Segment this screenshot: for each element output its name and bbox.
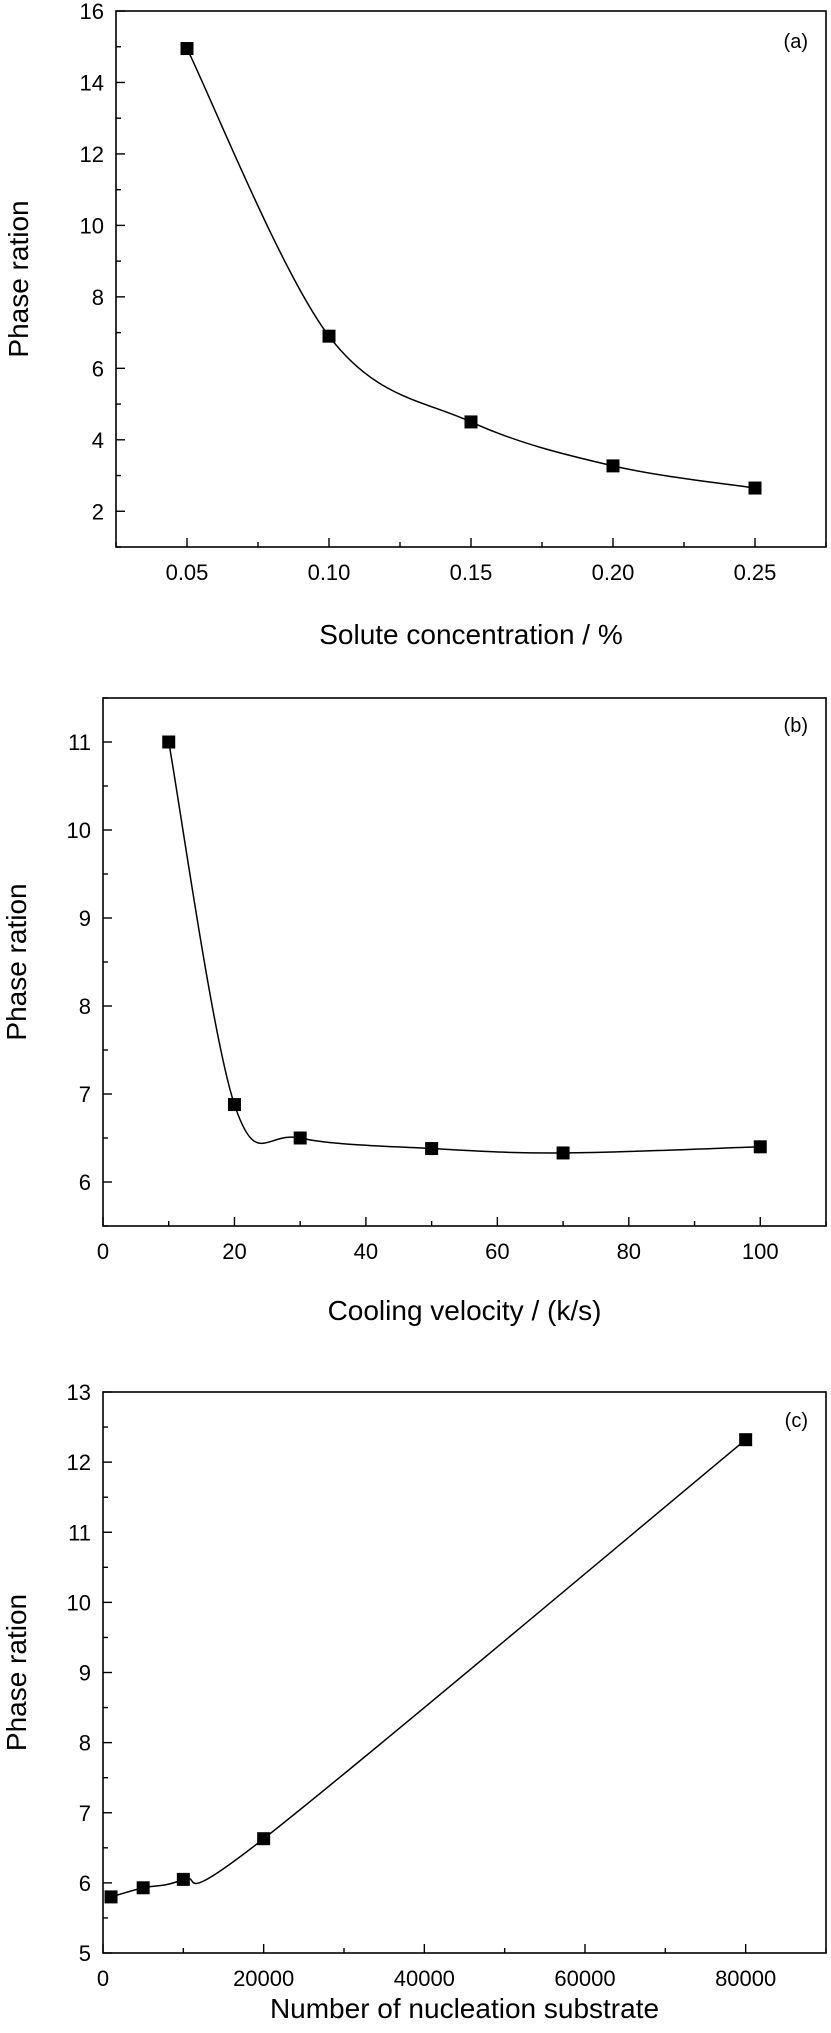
x-tick-label: 80 — [617, 1239, 641, 1264]
y-tick-label: 14 — [80, 70, 104, 95]
data-point — [556, 1146, 570, 1160]
x-tick-label: 100 — [742, 1239, 779, 1264]
y-tick-label: 7 — [79, 1801, 91, 1826]
y-axis-title: Phase ration — [1, 883, 32, 1040]
data-point — [748, 481, 762, 495]
x-tick-label: 0.25 — [734, 560, 777, 585]
chart-panel-3: 0 20000 40000 60000 80000 5 6 7 8 9 10 11 12 13 Number… — [1, 1380, 827, 2024]
y-tick-label: 10 — [67, 1590, 91, 1615]
y-tick-label: 8 — [79, 1731, 91, 1756]
panel-tag: (c) — [785, 1410, 808, 1432]
y-tick-label: 10 — [80, 213, 104, 238]
y-tick-label: 9 — [79, 1661, 91, 1686]
x-tick-label: 40 — [354, 1239, 378, 1264]
x-axis-title: Number of nucleation substrate — [270, 1993, 659, 2024]
y-tick-label: 6 — [79, 1170, 91, 1195]
data-point — [227, 1098, 241, 1112]
y-tick-label: 12 — [80, 142, 104, 167]
x-axis-title: Solute concentration / % — [319, 619, 623, 650]
chart-panel-2: 0 20 40 60 80 100 6 7 8 9 10 11 Cooling velocity / (… — [1, 697, 827, 1326]
data-point — [464, 415, 478, 429]
y-tick-label: 10 — [67, 818, 91, 843]
plot-frame — [102, 1391, 827, 1954]
x-axis-title: Cooling velocity / (k/s) — [328, 1295, 602, 1326]
x-tick-label: 0.10 — [308, 560, 351, 585]
x-tick-label: 20 — [222, 1239, 246, 1264]
y-tick-label: 9 — [79, 906, 91, 931]
data-point — [104, 1890, 118, 1904]
data-point — [739, 1433, 753, 1447]
y-tick-label: 5 — [79, 1941, 91, 1966]
data-point — [162, 735, 176, 749]
panel-tag: (b) — [784, 715, 808, 737]
chart-panel-1: 0.05 0.10 0.15 0.20 0.25 2 4 6 8 10 12 14 16 Solute c… — [3, 0, 827, 650]
y-tick-label: 8 — [92, 285, 104, 310]
y-tick-label: 11 — [68, 730, 91, 755]
data-point — [322, 329, 336, 343]
y-tick-label: 6 — [79, 1871, 91, 1896]
x-tick-label: 0 — [97, 1239, 109, 1264]
y-tick-label: 16 — [80, 0, 104, 24]
data-point — [425, 1142, 439, 1156]
y-tick-label: 11 — [68, 1520, 91, 1545]
data-point — [257, 1832, 271, 1846]
x-tick-label: 60 — [485, 1239, 509, 1264]
data-point — [606, 459, 620, 473]
data-point — [293, 1131, 307, 1145]
series-line — [186, 48, 756, 489]
plot-frame — [102, 697, 827, 1227]
x-tick-label: 0 — [97, 1966, 109, 1991]
y-axis-title: Phase ration — [1, 1594, 32, 1751]
y-tick-label: 13 — [67, 1380, 91, 1405]
series-line — [167, 741, 761, 1154]
x-tick-label: 60000 — [554, 1966, 615, 1991]
data-point — [753, 1140, 767, 1154]
x-tick-label: 0.15 — [450, 560, 493, 585]
x-tick-label: 40000 — [394, 1966, 455, 1991]
series-line — [110, 1439, 747, 1898]
y-tick-label: 12 — [67, 1450, 91, 1475]
y-axis-title: Phase ration — [3, 200, 34, 357]
y-tick-label: 6 — [92, 356, 104, 381]
y-tick-label: 8 — [79, 994, 91, 1019]
y-tick-label: 2 — [92, 499, 104, 524]
x-tick-label: 0.20 — [592, 560, 635, 585]
data-point — [176, 1872, 190, 1886]
data-point — [180, 42, 194, 56]
data-point — [136, 1881, 150, 1895]
x-tick-label: 20000 — [233, 1966, 294, 1991]
y-tick-label: 4 — [92, 428, 104, 453]
panel-tag: (a) — [784, 31, 808, 53]
plot-frame — [115, 10, 827, 548]
y-tick-label: 7 — [79, 1082, 91, 1107]
x-tick-label: 80000 — [715, 1966, 776, 1991]
x-tick-label: 0.05 — [166, 560, 209, 585]
